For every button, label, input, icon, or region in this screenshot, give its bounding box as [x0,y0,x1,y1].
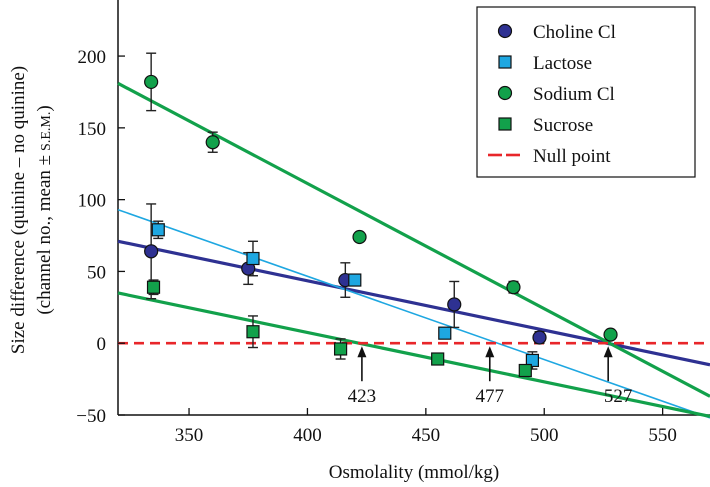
legend-label: Choline Cl [533,22,616,43]
legend-swatch [497,85,513,101]
x-tick-label: 500 [530,425,559,446]
fit-line-lactose [117,208,710,419]
fit-line-sucrose [117,291,710,419]
annotation-label: 477 [476,386,505,407]
fit-line-choline-cl [117,239,710,367]
point-sucrose [246,325,260,339]
y-tick-label: 50 [87,262,106,283]
y-tick-label: 150 [78,119,107,140]
legend-item-sucrose: Sucrose [498,115,593,136]
legend-swatch [498,117,512,131]
legend-item-lactose: Lactose [498,53,592,74]
annotation-arrow-head [357,346,367,358]
point-sodium-cl [144,74,159,90]
point-lactose [246,251,260,266]
data-markers [144,74,618,378]
point-choline-cl [144,244,159,259]
legend-item-null-point: Null point [488,146,611,167]
y-axis-title-line1: Size difference (quinine – no quinine) [8,66,29,354]
annotation-arrow-head [603,346,613,358]
point-lactose [438,326,452,340]
legend-swatch [498,55,512,69]
y-tick-label: 100 [78,191,107,212]
annotation-423: 423 [348,346,377,407]
point-lactose [348,273,362,287]
x-axis-title: Osmolality (mmol/kg) [329,462,499,483]
x-tick-label: 450 [412,425,441,446]
annotation-arrow-head [485,346,495,358]
point-lactose [151,223,165,237]
legend-item-choline-cl: Choline Cl [497,22,616,43]
legend-label: Null point [533,146,611,167]
x-tick-label: 550 [648,425,677,446]
legend-label: Lactose [533,53,592,74]
point-lactose [525,353,540,368]
y-axis-title-line2-small: S.E.M. [39,112,54,151]
y-axis-title-line2-end: ) [34,105,55,111]
annotation-label: 527 [604,386,633,407]
fit-lines [117,81,710,419]
annotation-527: 527 [603,346,633,407]
legend-items: Choline Cl Lactose Sodium Cl Sucrose Null po… [488,22,616,167]
legend-label: Sucrose [533,115,593,136]
y-ticks: −50 0 50 100 150 200 [76,47,125,427]
legend-label: Sodium Cl [533,84,615,105]
point-sodium-cl [603,327,618,342]
annotations: 423 477 527 [348,346,633,407]
point-sucrose [146,280,161,294]
y-tick-label: 200 [78,47,107,68]
point-sodium-cl [352,229,367,245]
legend-item-sodium-cl: Sodium Cl [497,84,615,105]
legend-box [476,6,696,178]
point-choline-cl [447,297,462,312]
point-sucrose [431,352,445,366]
y-axis-title-line2: (channel no., mean ± S.E.M.) [34,105,55,314]
point-sodium-cl [205,135,220,150]
x-tick-label: 350 [175,425,204,446]
x-ticks: 350 400 450 500 550 [175,408,677,446]
y-axis-title: Size difference (quinine – no quinine) (… [8,66,55,354]
y-axis-title-line2-main: (channel no., mean ± [34,155,55,315]
y-tick-label: −50 [76,406,106,427]
point-sodium-cl [506,280,521,295]
point-sucrose [333,342,348,356]
legend-swatch [497,23,513,39]
point-choline-cl [532,330,547,345]
point-sucrose [518,363,532,378]
legend: Choline Cl Lactose Sodium Cl Sucrose Null po… [476,6,696,178]
plot-clip-area [117,0,710,416]
x-tick-label: 400 [293,425,322,446]
y-tick-label: 0 [97,334,107,355]
annotation-477: 477 [476,346,505,407]
annotation-label: 423 [348,386,377,407]
fit-line-sodium-cl [117,81,710,398]
